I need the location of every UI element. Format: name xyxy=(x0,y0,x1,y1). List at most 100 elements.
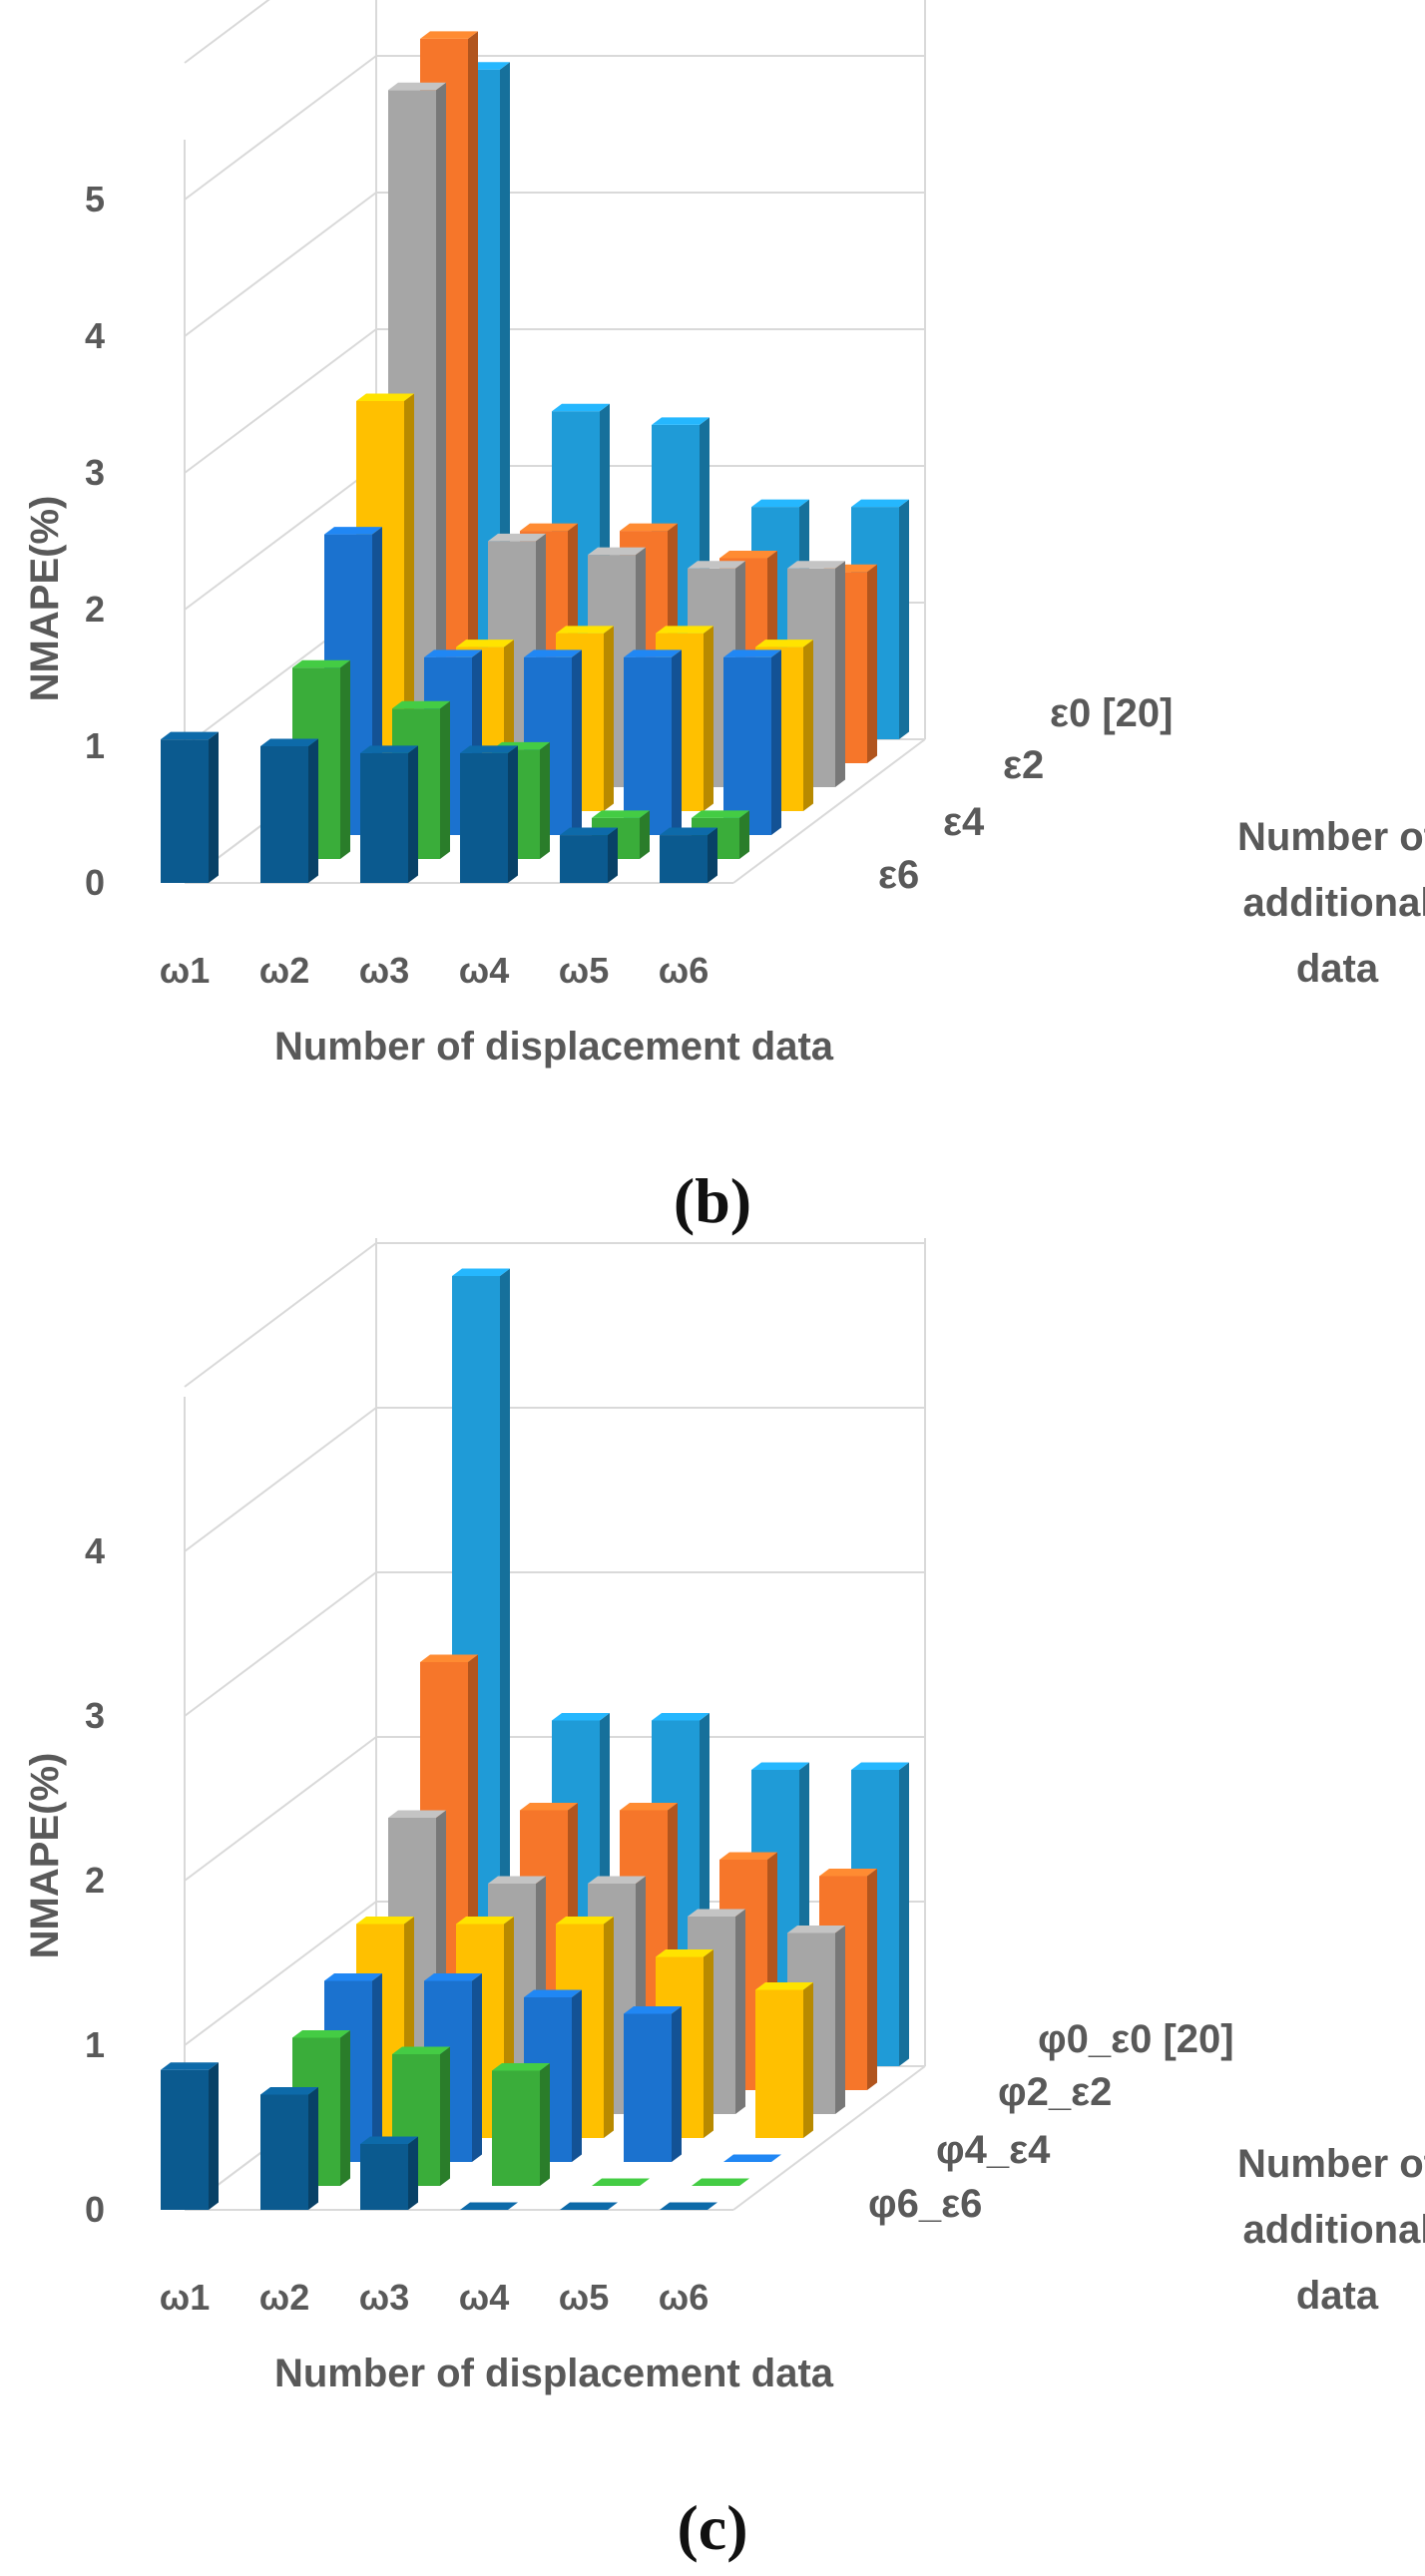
depth-axis-title: Number of xyxy=(1237,815,1425,859)
bar-top-face xyxy=(692,2178,749,2186)
side-gridline xyxy=(184,1242,377,1388)
bar-top-face xyxy=(751,1762,809,1770)
bar-front-face xyxy=(755,1989,803,2138)
bar-top-face xyxy=(588,547,646,556)
bar-top-face xyxy=(524,1989,582,1997)
depth-axis-title: data xyxy=(1296,2274,1379,2318)
bar-top-face xyxy=(656,626,713,634)
bar-side-face xyxy=(209,731,219,883)
bar-side-face xyxy=(899,1762,909,2066)
bar-top-face xyxy=(360,2136,418,2144)
bar-side-face xyxy=(708,827,717,883)
bar-top-face xyxy=(624,649,682,657)
bar-side-face xyxy=(867,1869,877,2090)
bar-side-face xyxy=(468,31,478,763)
bar-top-face xyxy=(620,523,678,532)
bar-front-face xyxy=(624,2013,672,2162)
bar xyxy=(161,2062,219,2210)
chart-b: 0 1 2 3 4 5 ω1 ω2 ω3 ω4 ω5 ω6 ε0 [20]ε2 ε4 ε6 Number of… xyxy=(23,0,1425,1236)
depth-tick-label: ε2 xyxy=(1003,743,1044,787)
x-tick-label: ω3 xyxy=(359,2277,409,2318)
bar-side-face xyxy=(572,1989,582,2162)
bar-side-face xyxy=(704,1949,713,2138)
y-axis-title: NMAPE(%) xyxy=(23,496,67,702)
bar-top-face xyxy=(588,1876,646,1884)
depth-axis-title: additional xyxy=(1243,2208,1425,2252)
bar-top-face xyxy=(488,533,546,542)
bar-top-face xyxy=(452,1268,510,1276)
bar-side-face xyxy=(735,1909,745,2114)
side-gridline xyxy=(184,55,377,201)
bar xyxy=(624,2006,682,2162)
bar-top-face xyxy=(656,1949,713,1957)
y-tick-label: 1 xyxy=(85,725,105,766)
bar-side-face xyxy=(209,2062,219,2210)
bar-front-face xyxy=(460,752,508,883)
bar-side-face xyxy=(608,827,618,883)
bar-top-face xyxy=(392,700,450,709)
bar-top-face xyxy=(692,810,749,818)
side-gridline xyxy=(184,465,377,611)
bar-side-face xyxy=(867,564,877,763)
figure-caption: (b) xyxy=(674,1165,751,1236)
bar-top-face xyxy=(392,2046,450,2054)
bar-side-face xyxy=(408,2136,418,2210)
bar-top-face xyxy=(292,659,350,668)
bar-side-face xyxy=(340,659,350,859)
bar-top-face xyxy=(688,561,745,569)
x-tick-label: ω5 xyxy=(559,950,609,991)
bar-top-face xyxy=(460,745,518,753)
side-gridline xyxy=(184,1736,377,1882)
bar-side-face xyxy=(604,626,614,811)
bar-top-face xyxy=(556,626,614,634)
depth-tick-label: φ6_ε6 xyxy=(868,2182,982,2226)
bar xyxy=(660,827,717,883)
x-tick-label: ω1 xyxy=(160,2277,210,2318)
bar-top-face xyxy=(592,810,650,818)
depth-tick-label: φ0_ε0 [20] xyxy=(1038,2017,1234,2061)
bar xyxy=(660,2202,717,2210)
bar-front-face xyxy=(660,835,708,883)
bar-top-face xyxy=(420,1654,478,1662)
bar-top-face xyxy=(324,527,382,535)
bar-side-face xyxy=(640,810,650,859)
bar-top-face xyxy=(560,827,618,836)
bar-top-face xyxy=(360,745,418,753)
bar-top-face xyxy=(556,1917,614,1925)
bar-top-face xyxy=(652,417,710,425)
bar-side-face xyxy=(835,1926,845,2114)
bar-top-face xyxy=(260,738,318,746)
y-axis-title: NMAPE(%) xyxy=(23,1753,67,1959)
y-tick-label: 4 xyxy=(85,1530,105,1571)
y-tick-label: 5 xyxy=(85,179,105,219)
bar-side-face xyxy=(572,649,582,835)
bar-top-face xyxy=(488,1876,546,1884)
bar-front-face xyxy=(492,2070,540,2186)
bar xyxy=(492,2063,550,2186)
bar-top-face xyxy=(851,499,909,508)
bar-top-face xyxy=(520,523,578,532)
bar-side-face xyxy=(899,499,909,739)
bar-side-face xyxy=(308,738,318,883)
y-tick-label: 3 xyxy=(85,1695,105,1736)
bar-top-face xyxy=(719,1852,777,1860)
bar xyxy=(460,2202,518,2210)
bar-top-face xyxy=(660,827,717,836)
bar-side-face xyxy=(436,82,446,788)
bar-front-face xyxy=(260,746,308,883)
bar-front-face xyxy=(723,656,771,835)
bar-side-face xyxy=(500,1268,510,2066)
bar-top-face xyxy=(719,551,777,559)
bar-top-face xyxy=(161,2062,219,2070)
bar-side-face xyxy=(604,1917,614,2138)
bar-side-face xyxy=(835,561,845,787)
bar-top-face xyxy=(388,82,446,91)
bar-side-face xyxy=(704,626,713,811)
bar xyxy=(360,745,418,883)
bar-top-face xyxy=(424,649,482,657)
depth-tick-label: φ2_ε2 xyxy=(998,2070,1112,2114)
bar-top-face xyxy=(592,2178,650,2186)
bar-top-face xyxy=(356,393,414,401)
side-gridline xyxy=(184,1407,377,1552)
